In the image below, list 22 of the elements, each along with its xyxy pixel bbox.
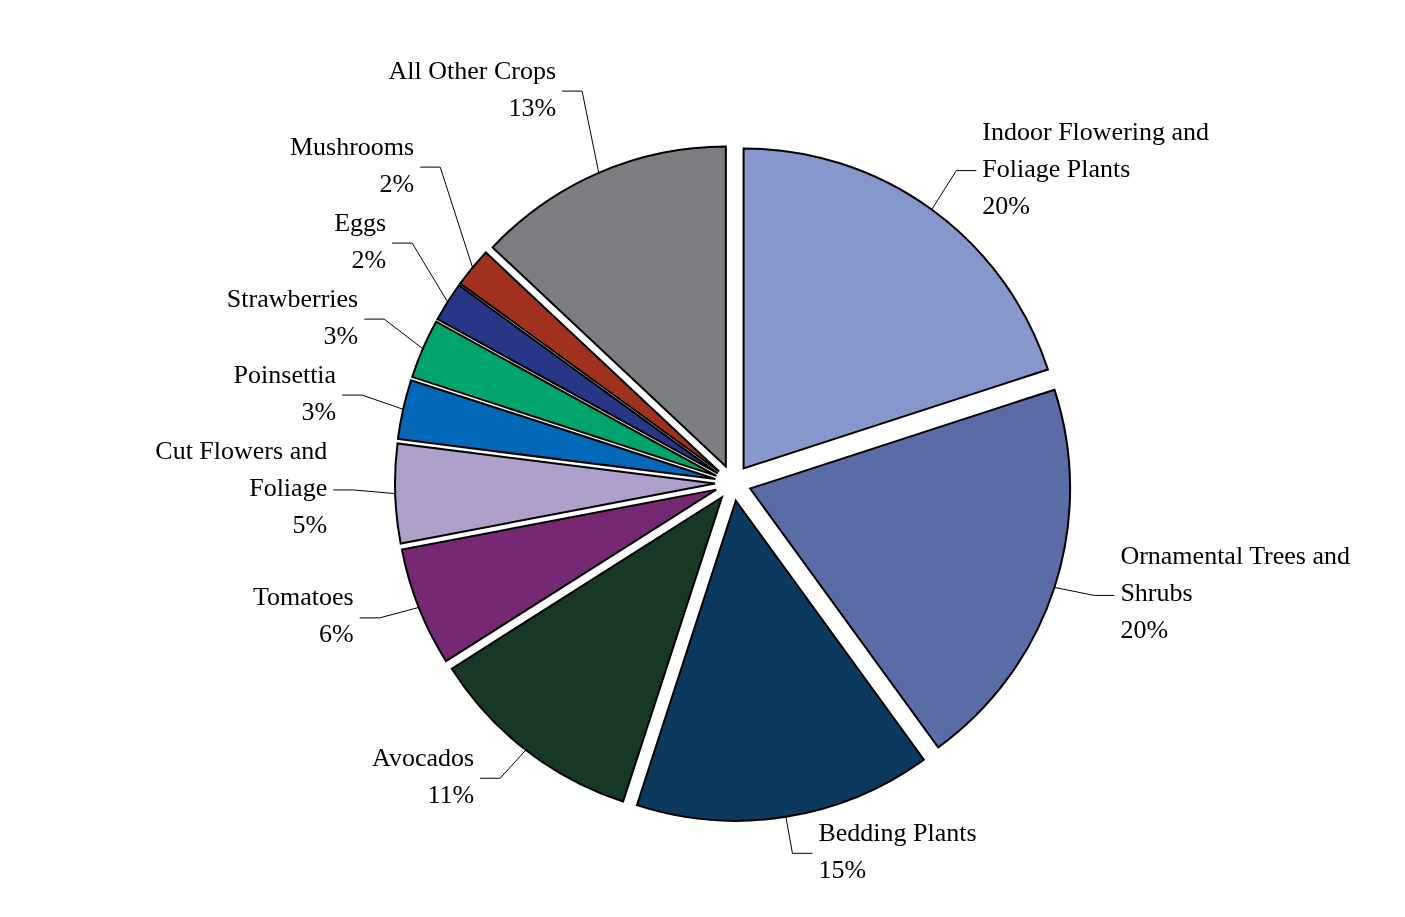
slice-label: Strawberries [226, 283, 359, 313]
data-label: 15% [818, 854, 867, 884]
slice-label: Indoor Flowering and Foliage Plants [982, 116, 1210, 183]
data-label: 20% [982, 190, 1031, 220]
data-label: 13% [508, 92, 557, 122]
slice-label: Cut Flowers and Foliage [155, 435, 328, 502]
data-label: 3% [301, 396, 337, 426]
slice-label: Mushrooms [289, 131, 415, 161]
slice-label: Bedding Plants [818, 817, 977, 847]
data-label: 5% [292, 509, 328, 539]
slice-label: Poinsettia [233, 359, 337, 389]
data-label: 2% [379, 168, 415, 198]
data-label: 20% [1120, 615, 1169, 645]
data-label: 2% [351, 244, 387, 274]
slice-label: Eggs [334, 207, 387, 237]
slice-label: Ornamental Trees and Shrubs [1120, 541, 1351, 608]
slice-label: Tomatoes [252, 582, 354, 612]
data-label: 3% [323, 320, 359, 350]
slice-label: All Other Crops [388, 55, 557, 85]
data-label: 6% [319, 619, 354, 649]
data-label: 11% [427, 779, 475, 809]
slice-label: Avocados [372, 742, 475, 772]
